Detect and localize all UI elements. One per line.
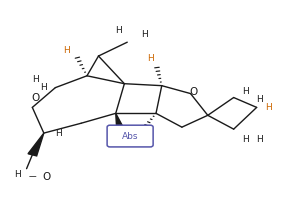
Text: H: H — [256, 95, 263, 104]
Text: O: O — [31, 93, 39, 102]
Text: H: H — [55, 129, 62, 138]
Text: H: H — [40, 83, 47, 92]
Text: H: H — [242, 87, 249, 96]
Text: H: H — [141, 30, 148, 39]
Text: H: H — [265, 103, 272, 112]
Text: O: O — [189, 87, 197, 97]
Polygon shape — [28, 133, 44, 156]
Text: H: H — [147, 54, 154, 62]
Text: H: H — [14, 170, 21, 179]
Text: Abs: Abs — [122, 132, 138, 140]
Text: H: H — [64, 46, 70, 55]
Text: H: H — [127, 135, 134, 143]
Polygon shape — [116, 113, 126, 134]
Text: H: H — [256, 135, 263, 143]
Text: H: H — [32, 75, 39, 84]
Text: O: O — [42, 172, 51, 181]
Text: H: H — [115, 26, 122, 35]
Text: —: — — [29, 172, 36, 181]
Text: H: H — [242, 135, 249, 143]
Text: H: H — [130, 133, 136, 141]
FancyBboxPatch shape — [107, 125, 153, 147]
